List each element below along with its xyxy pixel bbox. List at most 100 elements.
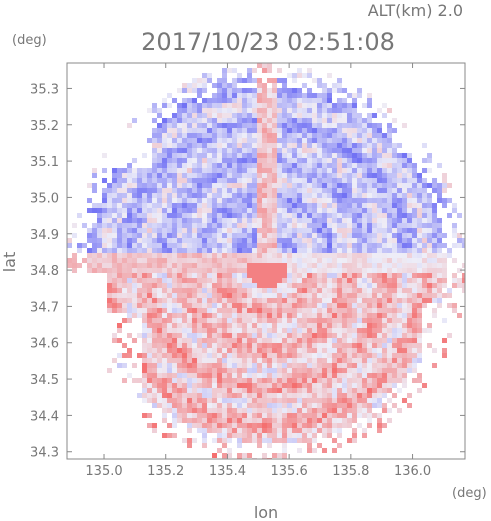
- radar-cell: [317, 163, 322, 168]
- radar-cell: [367, 418, 372, 423]
- radar-cell: [297, 263, 302, 268]
- radar-cell: [342, 163, 347, 168]
- radar-cell: [287, 188, 292, 193]
- radar-cell: [302, 183, 307, 188]
- radar-cell: [357, 338, 362, 343]
- radar-cell: [282, 393, 287, 398]
- radar-cell: [257, 393, 262, 398]
- radar-cell: [367, 173, 372, 178]
- radar-cell: [312, 328, 317, 333]
- radar-cell: [277, 433, 282, 438]
- radar-cell: [117, 223, 122, 228]
- radar-cell: [192, 293, 197, 298]
- radar-cell: [237, 168, 242, 173]
- radar-cell: [172, 233, 177, 238]
- radar-cell: [157, 263, 162, 268]
- radar-cell: [127, 213, 132, 218]
- radar-cell: [322, 138, 327, 143]
- radar-cell: [257, 338, 262, 343]
- radar-cell: [252, 403, 257, 408]
- radar-cell: [287, 148, 292, 153]
- radar-cell: [317, 383, 322, 388]
- radar-cell: [237, 163, 242, 168]
- radar-cell: [312, 378, 317, 383]
- radar-cell: [352, 208, 357, 213]
- radar-cell: [317, 378, 322, 383]
- radar-cell: [362, 348, 367, 353]
- radar-cell: [142, 203, 147, 208]
- radar-cell: [327, 313, 332, 318]
- radar-cell: [187, 208, 192, 213]
- radar-cell: [152, 168, 157, 173]
- radar-cell: [212, 118, 217, 123]
- radar-cell: [267, 283, 272, 288]
- y-tick-label: 34.3: [30, 446, 59, 461]
- x-tick-label: 135.2: [147, 464, 184, 479]
- radar-cell: [127, 203, 132, 208]
- radar-cell: [237, 148, 242, 153]
- radar-cell: [87, 253, 92, 258]
- radar-cell: [282, 333, 287, 338]
- radar-cell: [407, 283, 412, 288]
- radar-cell: [367, 328, 372, 333]
- radar-cell: [222, 403, 227, 408]
- radar-cell: [67, 238, 72, 243]
- radar-cell: [182, 183, 187, 188]
- radar-cell: [107, 248, 112, 253]
- radar-cell: [237, 143, 242, 148]
- radar-cell: [237, 93, 242, 98]
- radar-cell: [352, 98, 357, 103]
- radar-cell: [327, 158, 332, 163]
- radar-cell: [397, 318, 402, 323]
- radar-cell: [392, 393, 397, 398]
- radar-cell: [212, 298, 217, 303]
- radar-cell: [202, 433, 207, 438]
- radar-cell: [207, 98, 212, 103]
- radar-cell: [132, 173, 137, 178]
- radar-cell: [262, 248, 267, 253]
- radar-cell: [372, 243, 377, 248]
- radar-cell: [292, 433, 297, 438]
- radar-cell: [187, 423, 192, 428]
- radar-cell: [222, 93, 227, 98]
- radar-cell: [382, 228, 387, 233]
- radar-cell: [162, 363, 167, 368]
- radar-cell: [92, 238, 97, 243]
- radar-cell: [192, 283, 197, 288]
- radar-cell: [277, 238, 282, 243]
- radar-cell: [357, 133, 362, 138]
- radar-cell: [247, 323, 252, 328]
- radar-cell: [232, 103, 237, 108]
- radar-cell: [222, 428, 227, 433]
- radar-cell: [442, 178, 447, 183]
- radar-cell: [297, 388, 302, 393]
- radar-cell: [127, 168, 132, 173]
- radar-cell: [152, 373, 157, 378]
- radar-cell: [172, 303, 177, 308]
- radar-cell: [147, 238, 152, 243]
- radar-cell: [287, 383, 292, 388]
- radar-cell: [197, 328, 202, 333]
- radar-cell: [322, 348, 327, 353]
- radar-cell: [262, 63, 267, 68]
- radar-cell: [222, 248, 227, 253]
- radar-cell: [307, 218, 312, 223]
- radar-cell: [282, 378, 287, 383]
- radar-cell: [97, 248, 102, 253]
- radar-cell: [197, 393, 202, 398]
- radar-cell: [162, 383, 167, 388]
- radar-cell: [102, 268, 107, 273]
- radar-cell: [202, 418, 207, 423]
- radar-cell: [217, 158, 222, 163]
- radar-cell: [452, 203, 457, 208]
- radar-cell: [272, 233, 277, 238]
- radar-cell: [202, 128, 207, 133]
- radar-cell: [162, 148, 167, 153]
- radar-cell: [277, 393, 282, 398]
- radar-cell: [317, 203, 322, 208]
- radar-cell: [117, 278, 122, 283]
- radar-cell: [272, 358, 277, 363]
- radar-cell: [272, 318, 277, 323]
- radar-cell: [362, 148, 367, 153]
- radar-cell: [182, 108, 187, 113]
